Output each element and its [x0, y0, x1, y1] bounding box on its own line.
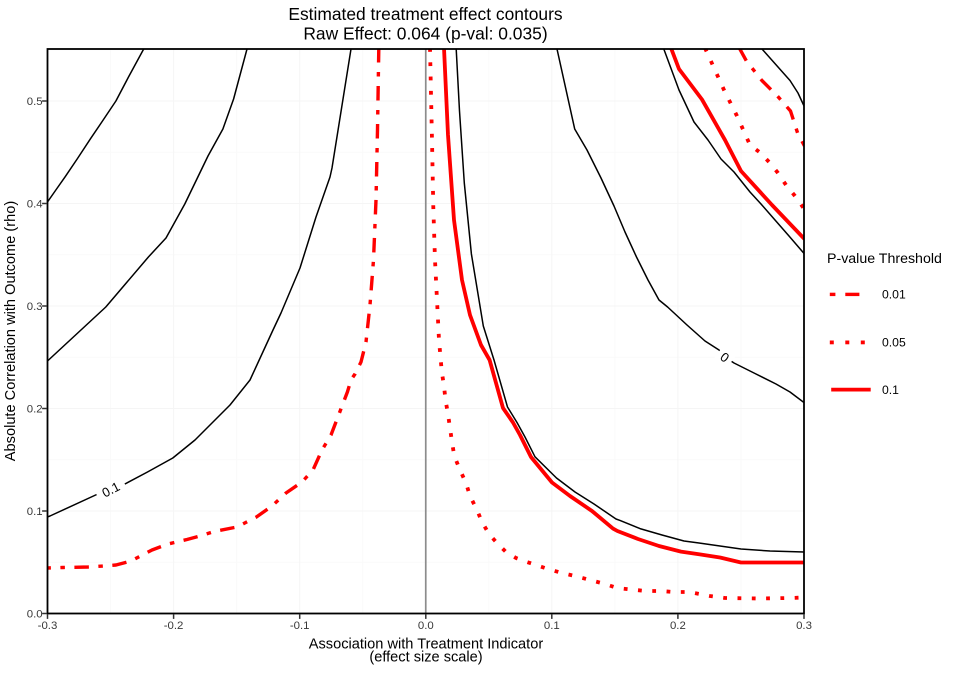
svg-text:-0.2: -0.2 — [164, 620, 184, 632]
svg-text:0.0: 0.0 — [27, 609, 43, 621]
svg-text:0.1: 0.1 — [882, 383, 899, 397]
svg-text:-0.3: -0.3 — [38, 620, 58, 632]
svg-text:0.3: 0.3 — [796, 620, 812, 632]
svg-text:Association with Treatment Ind: Association with Treatment Indicator — [309, 636, 544, 652]
svg-text:0.4: 0.4 — [27, 199, 43, 211]
svg-text:0.05: 0.05 — [882, 336, 906, 350]
svg-text:0.1: 0.1 — [99, 479, 122, 501]
svg-text:0.1: 0.1 — [27, 506, 43, 518]
svg-text:0.5: 0.5 — [27, 96, 43, 108]
svg-text:0.2: 0.2 — [670, 620, 686, 632]
svg-text:Estimated treatment effect con: Estimated treatment effect contours — [288, 4, 563, 24]
svg-text:Raw Effect: 0.064 (p-val: 0.03: Raw Effect: 0.064 (p-val: 0.035) — [303, 24, 547, 44]
svg-text:P-value Threshold: P-value Threshold — [827, 251, 942, 267]
svg-text:-0.1: -0.1 — [290, 620, 310, 632]
svg-text:0.2: 0.2 — [27, 404, 43, 416]
svg-text:(effect size scale): (effect size scale) — [369, 650, 482, 666]
svg-text:0.3: 0.3 — [27, 301, 43, 313]
svg-text:Absolute Correlation with Outc: Absolute Correlation with Outcome (rho) — [3, 201, 19, 461]
svg-text:0.1: 0.1 — [544, 620, 560, 632]
svg-text:0.0: 0.0 — [418, 620, 434, 632]
svg-text:0.01: 0.01 — [882, 288, 906, 302]
